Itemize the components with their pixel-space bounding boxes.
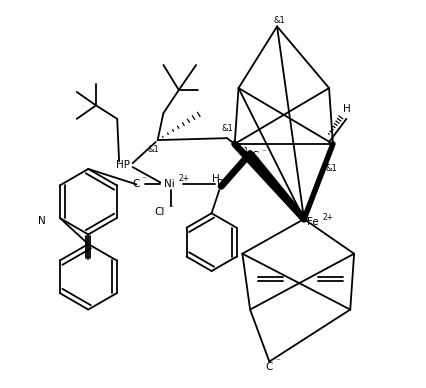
Text: Fe: Fe <box>306 217 318 227</box>
Text: &1: &1 <box>324 165 336 173</box>
Text: 2+: 2+ <box>178 175 189 184</box>
Text: N: N <box>38 216 46 226</box>
Text: &1: &1 <box>147 145 159 154</box>
Text: ⁻: ⁻ <box>275 357 279 366</box>
Text: C: C <box>251 151 258 161</box>
Text: &1: &1 <box>273 16 284 25</box>
Text: C: C <box>132 178 139 189</box>
Text: H: H <box>211 173 219 184</box>
Text: ⁻: ⁻ <box>167 204 173 213</box>
Text: HP: HP <box>116 160 130 170</box>
Text: Ni: Ni <box>164 178 174 189</box>
Text: ⁻: ⁻ <box>141 175 146 184</box>
Text: Cl: Cl <box>154 208 164 218</box>
Text: ⁻: ⁻ <box>261 148 265 157</box>
Text: &1: &1 <box>237 147 249 156</box>
Text: P: P <box>217 179 223 189</box>
Text: 2+: 2+ <box>322 213 333 222</box>
Text: &1: &1 <box>221 124 232 133</box>
Text: H: H <box>342 104 349 114</box>
Text: C: C <box>265 362 272 372</box>
